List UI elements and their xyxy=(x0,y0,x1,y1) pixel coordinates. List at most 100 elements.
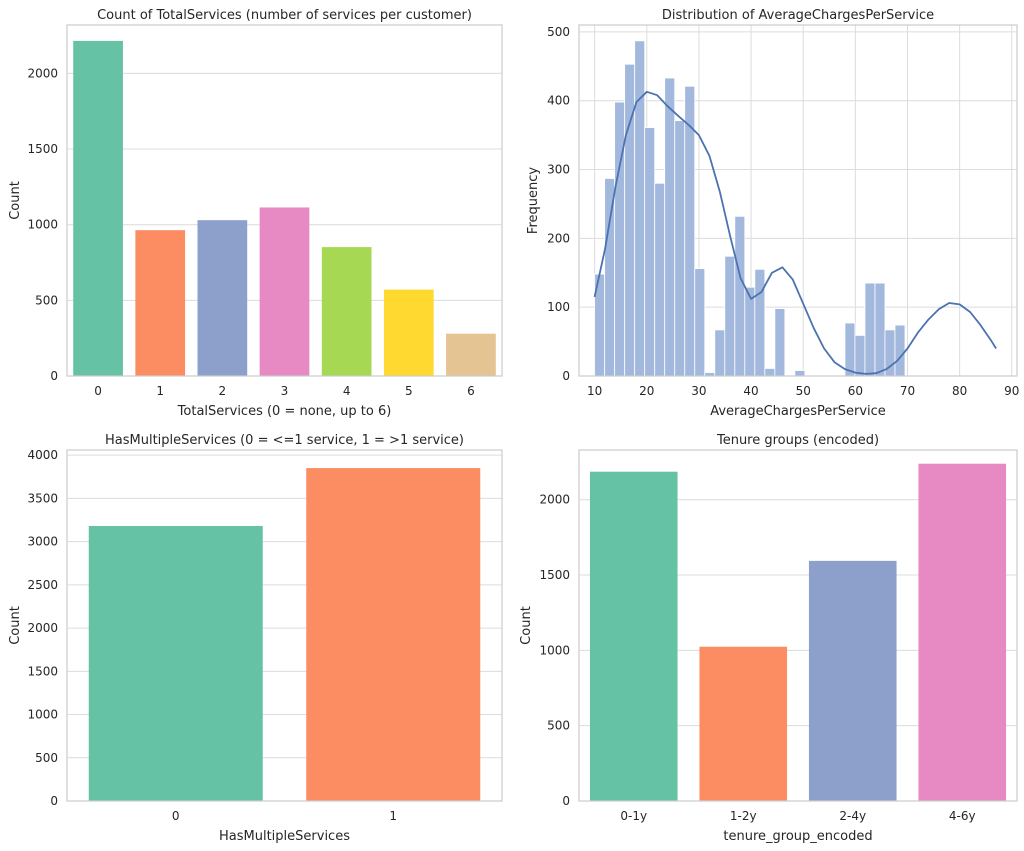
histogram-bar xyxy=(764,368,776,377)
y-tick-label: 0 xyxy=(50,794,58,808)
histogram-bar xyxy=(634,40,646,377)
x-tick-label: 1 xyxy=(156,384,164,398)
x-tick-label: 2 xyxy=(219,384,227,398)
x-axis-label: HasMultipleServices xyxy=(219,829,350,844)
y-tick-label: 1000 xyxy=(27,708,58,722)
bar-1 xyxy=(306,468,481,801)
kde-line xyxy=(593,90,997,375)
x-tick-label: 20 xyxy=(639,384,654,398)
y-tick-label: 3000 xyxy=(27,535,58,549)
y-axis-label: Frequency xyxy=(526,167,541,234)
x-axis-label: AverageChargesPerService xyxy=(710,404,886,419)
bar-4-6y xyxy=(918,463,1007,801)
y-tick-label: 2000 xyxy=(27,66,58,80)
chart-title: Distribution of AverageChargesPerService xyxy=(662,8,934,23)
bar-1-2y xyxy=(699,646,788,801)
x-tick-label: 2-4y xyxy=(839,809,866,823)
axes-frame xyxy=(66,24,503,377)
y-axis-label: Count xyxy=(8,181,23,220)
chart-title: Tenure groups (encoded) xyxy=(716,433,879,448)
histogram-bar xyxy=(664,77,676,377)
y-tick-label: 500 xyxy=(35,293,58,307)
bar-2-4y xyxy=(808,560,897,801)
y-tick-label: 300 xyxy=(547,163,570,177)
y-tick-label: 1500 xyxy=(27,142,58,156)
axes-frame xyxy=(66,449,503,802)
histogram-bar xyxy=(874,282,886,377)
histogram-bar xyxy=(724,255,736,377)
bar-4 xyxy=(321,247,372,376)
y-tick-label: 2000 xyxy=(539,493,570,507)
histogram-bar xyxy=(734,215,746,377)
histogram-bar xyxy=(854,334,866,377)
subplot-4: 0 500 1000 1500 2000 0-1y 1-2y 2-4y 4-6y Tenure g… xyxy=(519,433,1018,844)
bar-5 xyxy=(383,289,434,376)
histogram-bar xyxy=(694,268,706,377)
x-tick-label: 40 xyxy=(743,384,758,398)
x-tick-label: 1 xyxy=(389,809,397,823)
bar-3 xyxy=(259,207,310,376)
chart-title: HasMultipleServices (0 = <=1 service, 1 … xyxy=(105,433,464,448)
x-tick-label: 30 xyxy=(691,384,706,398)
x-axis-label: tenure_group_encoded xyxy=(723,829,872,844)
x-tick-label: 5 xyxy=(405,384,413,398)
x-tick-label: 3 xyxy=(281,384,289,398)
x-tick-label: 50 xyxy=(796,384,811,398)
x-tick-label: 6 xyxy=(467,384,475,398)
x-tick-label: 90 xyxy=(1004,384,1019,398)
histogram-bar xyxy=(774,308,786,377)
y-tick-label: 0 xyxy=(562,794,570,808)
axes-frame xyxy=(578,24,1018,377)
y-tick-label: 0 xyxy=(562,369,570,383)
bar-6 xyxy=(446,333,496,376)
bar-2 xyxy=(197,220,248,376)
bar-0-1y xyxy=(589,471,678,801)
y-tick-label: 500 xyxy=(547,25,570,39)
y-tick-label: 500 xyxy=(35,751,58,765)
histogram-bar xyxy=(844,322,856,377)
histogram-bar xyxy=(674,120,686,377)
y-tick-label: 100 xyxy=(547,300,570,314)
y-tick-label: 2500 xyxy=(27,578,58,592)
subplot-2: 0 100 200 300 400 500 10 20 30 40 50 60 70 80 90 Distri… xyxy=(526,8,1019,419)
y-tick-label: 4000 xyxy=(27,448,58,462)
histogram-bar xyxy=(744,286,756,377)
bar-1 xyxy=(135,230,186,376)
x-tick-label: 1-2y xyxy=(730,809,757,823)
y-tick-label: 1000 xyxy=(27,218,58,232)
y-tick-label: 0 xyxy=(50,369,58,383)
y-tick-label: 2000 xyxy=(27,621,58,635)
x-tick-label: 4-6y xyxy=(949,809,976,823)
bar-0 xyxy=(88,525,263,801)
histogram-bar xyxy=(604,178,616,377)
y-axis-label: Count xyxy=(8,606,23,645)
subplot-1: 0 500 1000 1500 2000 0 1 2 3 4 5 6 Count of TotalSer… xyxy=(8,8,503,419)
histogram-bar xyxy=(614,101,626,377)
subplot-3: 0 500 1000 1500 2000 2500 3000 3500 4000 0 1 HasMul… xyxy=(8,433,503,844)
axes-frame xyxy=(578,449,1018,802)
x-tick-label: 0-1y xyxy=(620,809,647,823)
y-tick-label: 1000 xyxy=(539,643,570,657)
y-tick-label: 3500 xyxy=(27,491,58,505)
x-tick-label: 0 xyxy=(172,809,180,823)
y-tick-label: 200 xyxy=(547,231,570,245)
histogram-bar xyxy=(894,324,906,377)
x-tick-label: 70 xyxy=(900,384,915,398)
chart-title: Count of TotalServices (number of servic… xyxy=(97,8,472,23)
x-tick-label: 0 xyxy=(94,384,102,398)
histogram-bar xyxy=(864,282,876,377)
histogram-bar xyxy=(714,329,726,377)
x-tick-label: 10 xyxy=(587,384,602,398)
x-tick-label: 60 xyxy=(848,384,863,398)
y-tick-label: 400 xyxy=(547,94,570,108)
x-axis-label: TotalServices (0 = none, up to 6) xyxy=(177,404,392,419)
y-tick-label: 500 xyxy=(547,719,570,733)
histogram-bar xyxy=(654,182,666,377)
y-axis-label: Count xyxy=(519,606,534,645)
y-tick-label: 1500 xyxy=(27,664,58,678)
histogram-bar xyxy=(644,127,656,377)
histogram-bar xyxy=(794,370,806,377)
y-tick-label: 1500 xyxy=(539,568,570,582)
x-tick-label: 4 xyxy=(343,384,351,398)
